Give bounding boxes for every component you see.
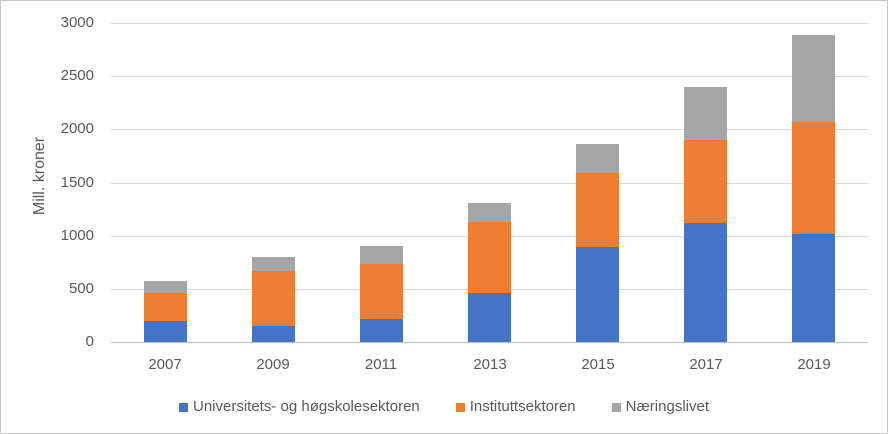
- legend-swatch-uoh: [178, 402, 188, 412]
- legend-item-uoh: Universitets- og høgskolesektoren: [178, 398, 420, 416]
- y-tick-label: 3000: [60, 14, 94, 31]
- bar-2015-uoh: [576, 247, 619, 342]
- gridline-2000: [111, 129, 868, 130]
- x-tick-label-2017: 2017: [689, 356, 723, 373]
- bar-2011-institutt: [360, 264, 403, 319]
- legend: Universitets- og høgskolesektoren Institu…: [1, 396, 887, 418]
- bar-2009-uoh: [252, 326, 295, 342]
- gridline-0: [111, 342, 868, 343]
- y-tick-label: 1000: [60, 227, 94, 244]
- bar-2009-institutt: [252, 271, 295, 326]
- bar-2019-uoh: [792, 234, 835, 342]
- legend-label-uoh: Universitets- og høgskolesektoren: [192, 398, 420, 415]
- legend-label-naeringslivet: Næringslivet: [625, 398, 709, 415]
- bar-2013-institutt: [468, 222, 511, 293]
- legend-swatch-institutt: [455, 402, 465, 412]
- legend-item-naeringslivet: Næringslivet: [611, 398, 709, 416]
- y-tick-label: 500: [68, 280, 94, 297]
- bar-2007-uoh: [144, 321, 187, 342]
- bar-2011-naeringslivet: [360, 246, 403, 264]
- gridline-3000: [111, 23, 868, 24]
- x-tick-label-2015: 2015: [581, 356, 615, 373]
- bar-2007-institutt: [144, 293, 187, 321]
- gridline-2500: [111, 76, 868, 77]
- legend-swatch-naeringslivet: [611, 402, 621, 412]
- y-tick-label: 1500: [60, 174, 94, 191]
- bar-2019-institutt: [792, 122, 835, 234]
- bar-2019-naeringslivet: [792, 35, 835, 122]
- bar-2017-uoh: [684, 223, 727, 342]
- x-tick-label-2013: 2013: [473, 356, 507, 373]
- bar-2011-uoh: [360, 319, 403, 342]
- bar-2015-institutt: [576, 173, 619, 247]
- bar-2013-naeringslivet: [468, 203, 511, 222]
- bar-2009-naeringslivet: [252, 257, 295, 271]
- legend-label-institutt: Instituttsektoren: [469, 398, 576, 415]
- bar-2015-naeringslivet: [576, 144, 619, 173]
- x-tick-label-2019: 2019: [797, 356, 831, 373]
- x-tick-label-2011: 2011: [364, 356, 398, 373]
- bar-2013-uoh: [468, 293, 511, 342]
- y-tick-label: 2500: [60, 67, 94, 84]
- bar-2017-naeringslivet: [684, 87, 727, 140]
- x-tick-label-2009: 2009: [256, 356, 290, 373]
- legend-item-institutt: Instituttsektoren: [455, 398, 576, 416]
- bar-2017-institutt: [684, 140, 727, 223]
- bar-2007-naeringslivet: [144, 281, 187, 293]
- y-tick-label: 0: [85, 333, 94, 350]
- y-tick-label: 2000: [60, 120, 94, 137]
- gridline-1500: [111, 183, 868, 184]
- x-tick-label-2007: 2007: [148, 356, 182, 373]
